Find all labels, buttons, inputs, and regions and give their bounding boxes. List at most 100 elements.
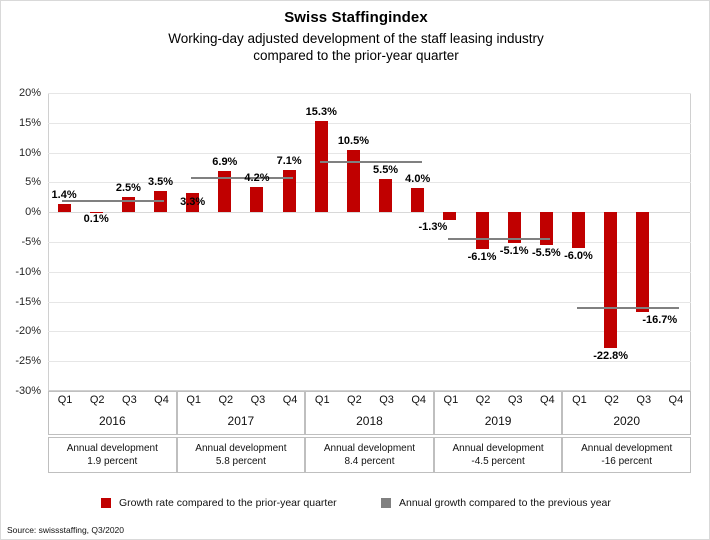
title-block: Swiss Staffingindex Working-day adjusted… (1, 9, 710, 64)
quarter-label-2016-Q3: Q3 (122, 394, 137, 406)
bar-label-2017-Q3: 4.2% (244, 172, 270, 185)
chart-subtitle: Working-day adjusted development of the … (1, 30, 710, 64)
bar-2017-Q3 (250, 187, 264, 213)
annual-growth-line-2016 (62, 199, 165, 202)
bar-2020-Q3 (636, 212, 650, 312)
bar-2019-Q1 (443, 212, 457, 220)
annual-development-cell-2017: Annual development 5.8 percent (176, 437, 306, 473)
bar-2016-Q1 (57, 203, 71, 213)
legend-label: Annual growth compared to the previous y… (399, 497, 611, 509)
bar-label-2018-Q3: 5.5% (373, 164, 399, 177)
quarter-label-2017-Q3: Q3 (250, 394, 266, 406)
y-axis-tick-label: -25% (15, 355, 41, 368)
quarter-label-2018-Q2: Q2 (347, 394, 362, 406)
quarter-label-2020-Q3: Q3 (636, 394, 652, 406)
quarter-label-2019-Q4: Q4 (539, 394, 555, 406)
annual-growth-line-2019 (448, 238, 551, 241)
bar-2019-Q4 (539, 212, 553, 245)
bar-2020-Q2 (604, 212, 618, 349)
annual-development-value: 8.4 percent (344, 456, 395, 467)
annual-development-caption: Annual development (452, 443, 544, 454)
bar-label-2018-Q1: 15.3% (305, 106, 337, 118)
quarter-label-2017-Q2: Q2 (218, 394, 234, 406)
y-axis-tick-label: 20% (18, 87, 41, 99)
annual-development-cell-2020: Annual development -16 percent (562, 437, 691, 473)
annual-development-value: 1.9 percent (87, 456, 138, 467)
gridline--20% (48, 331, 691, 333)
annual-development-value: -16 percent (601, 456, 652, 467)
annual-development-cell-2016: Annual development 1.9 percent (48, 437, 177, 473)
gridline-5% (48, 182, 691, 184)
quarter-label-2017-Q1: Q1 (186, 394, 201, 406)
quarter-label-2016-Q4: Q4 (154, 394, 169, 406)
quarter-label-2018-Q4: Q4 (411, 394, 427, 406)
year-label-2017: 2017 (227, 414, 255, 428)
year-header-cell-2017: Q1 Q2 Q3 Q4 2017 (176, 391, 306, 435)
bar-label-2020-Q1: -6.0% (564, 249, 593, 262)
y-axis-tick-label: -10% (15, 265, 41, 278)
quarter-label-2020-Q4: Q4 (668, 394, 684, 406)
gridline--25% (48, 361, 691, 363)
gridline--15% (48, 301, 691, 303)
y-axis-tick-label: -5% (21, 236, 41, 248)
annual-development-caption: Annual development (195, 443, 287, 454)
annual-development-cell-2018: Annual development 8.4 percent (305, 437, 434, 473)
gridline-15% (48, 122, 691, 124)
gridline--10% (48, 271, 691, 273)
y-axis-tick-label: -20% (15, 325, 41, 338)
quarter-label-2019-Q3: Q3 (507, 394, 523, 406)
year-header-cell-2019: Q1 Q2 Q3 Q4 2019 (433, 391, 563, 435)
quarter-header-row: Q1 Q2 Q3 Q4 2016 Q1 Q2 Q3 Q4 2017 Q1 Q2 Q3 Q4 2018 Q1 Q2… (48, 391, 691, 435)
annual-growth-line-2020 (576, 306, 679, 309)
legend-label: Growth rate compared to the prior-year q… (119, 497, 337, 509)
year-label-2020: 2020 (613, 414, 641, 428)
annual-growth-line-2018 (319, 161, 422, 164)
bar-label-2017-Q4: 7.1% (276, 154, 302, 167)
y-axis-tick-label: 10% (18, 146, 41, 159)
annual-development-value: 5.8 percent (215, 456, 266, 467)
year-header-cell-2018: Q1 Q2 Q3 Q4 2018 (305, 391, 434, 435)
year-header-cell-2020: Q1 Q2 Q3 Q4 2020 (562, 391, 691, 435)
gridline-20% (48, 93, 691, 94)
bar-2017-Q4 (282, 169, 296, 213)
legend-item-2: Annual growth compared to the previous y… (381, 497, 611, 509)
annual-development-cell-2019: Annual development -4.5 percent (433, 437, 563, 473)
bar-label-2019-Q1: -1.3% (418, 220, 448, 233)
chart-title: Swiss Staffingindex (284, 9, 428, 26)
bar-label-2019-Q3: -5.1% (499, 244, 529, 257)
legend-swatch-icon (101, 498, 111, 508)
quarter-label-2018-Q1: Q1 (314, 394, 330, 406)
y-axis-tick-label: 5% (25, 176, 41, 189)
y-axis: 20% 15% 10% 5% 0% -5% -10% -15% -20% -25% -30% (1, 87, 45, 397)
quarter-label-2019-Q1: Q1 (443, 394, 459, 406)
bar-label-2018-Q4: 4.0% (405, 173, 431, 186)
year-label-2018: 2018 (356, 414, 383, 428)
annual-development-caption: Annual development (323, 443, 416, 454)
bar-2017-Q1 (186, 192, 200, 213)
bar-2018-Q3 (379, 179, 393, 213)
quarter-label-2017-Q4: Q4 (282, 394, 298, 406)
year-header-cell-2016: Q1 Q2 Q3 Q4 2016 (48, 391, 177, 435)
bar-label-2019-Q2: -6.1% (467, 250, 497, 263)
bar-label-2017-Q2: 6.9% (212, 156, 238, 169)
annual-development-value: -4.5 percent (471, 456, 525, 467)
y-axis-tick-label: 0% (25, 206, 41, 219)
legend-item-1: Growth rate compared to the prior-year q… (101, 497, 337, 509)
quarter-label-2016-Q1: Q1 (57, 394, 73, 406)
gridline-0% (48, 212, 691, 214)
source-note: Source: swissstaffing, Q3/2020 (7, 525, 125, 535)
plot-area: 1.4% 0.1% 2.5% 3.5% 3.3% 6.9% 4.2% 7.1% 15.3% 10.… (48, 93, 691, 392)
bar-label-2016-Q4: 3.5% (147, 176, 174, 189)
bar-2017-Q2 (218, 171, 232, 213)
annual-development-caption: Annual development (66, 443, 158, 454)
quarter-label-2020-Q1: Q1 (572, 394, 587, 406)
bar-label-2020-Q3: -16.7% (642, 313, 678, 326)
year-label-2019: 2019 (484, 414, 512, 428)
annual-growth-line-2017 (191, 176, 293, 179)
bar-label-2018-Q2: 10.5% (337, 134, 370, 147)
bar-2018-Q2 (346, 149, 360, 213)
y-axis-tick-label: -15% (15, 295, 41, 308)
bar-2018-Q4 (411, 188, 425, 213)
y-axis-tick-label: -30% (15, 385, 41, 397)
year-label-2016: 2016 (98, 414, 126, 428)
